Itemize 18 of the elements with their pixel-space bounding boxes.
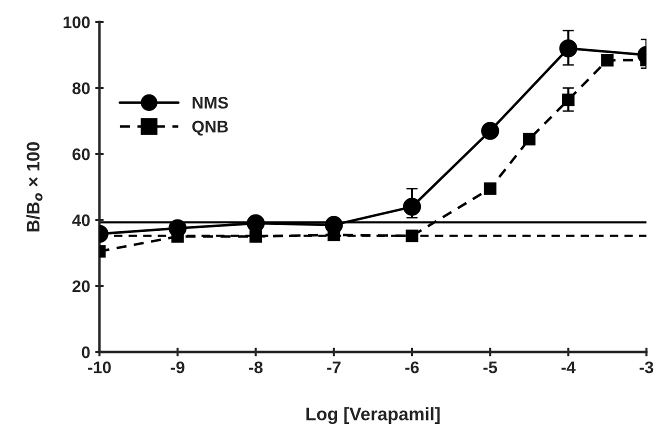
y-tick-label: 100 bbox=[64, 16, 90, 28]
x-tick-label: -3 bbox=[640, 361, 654, 374]
x-tick-label: -10 bbox=[88, 361, 111, 374]
x-tick-label: -7 bbox=[327, 362, 341, 374]
legend-label: QNB bbox=[192, 120, 228, 136]
legend-label: NMS bbox=[192, 96, 228, 109]
x-tick-label: -4 bbox=[562, 362, 576, 374]
y-tick-label: 40 bbox=[72, 214, 90, 226]
y-axis-title: B/B$_{o}$ × 100 bbox=[26, 142, 42, 232]
y-tick-label: 80 bbox=[72, 82, 90, 94]
y-tick-label: 20 bbox=[72, 280, 90, 292]
y-tick-label: 60 bbox=[72, 148, 90, 160]
x-tick-label: -5 bbox=[483, 362, 498, 374]
y-tick-label: 0 bbox=[82, 346, 90, 358]
x-tick-label: -9 bbox=[170, 361, 184, 374]
x-tick-label: -8 bbox=[248, 361, 263, 374]
x-axis-title: Log [Verapamil] bbox=[306, 407, 440, 424]
x-tick-label: -6 bbox=[405, 361, 419, 374]
